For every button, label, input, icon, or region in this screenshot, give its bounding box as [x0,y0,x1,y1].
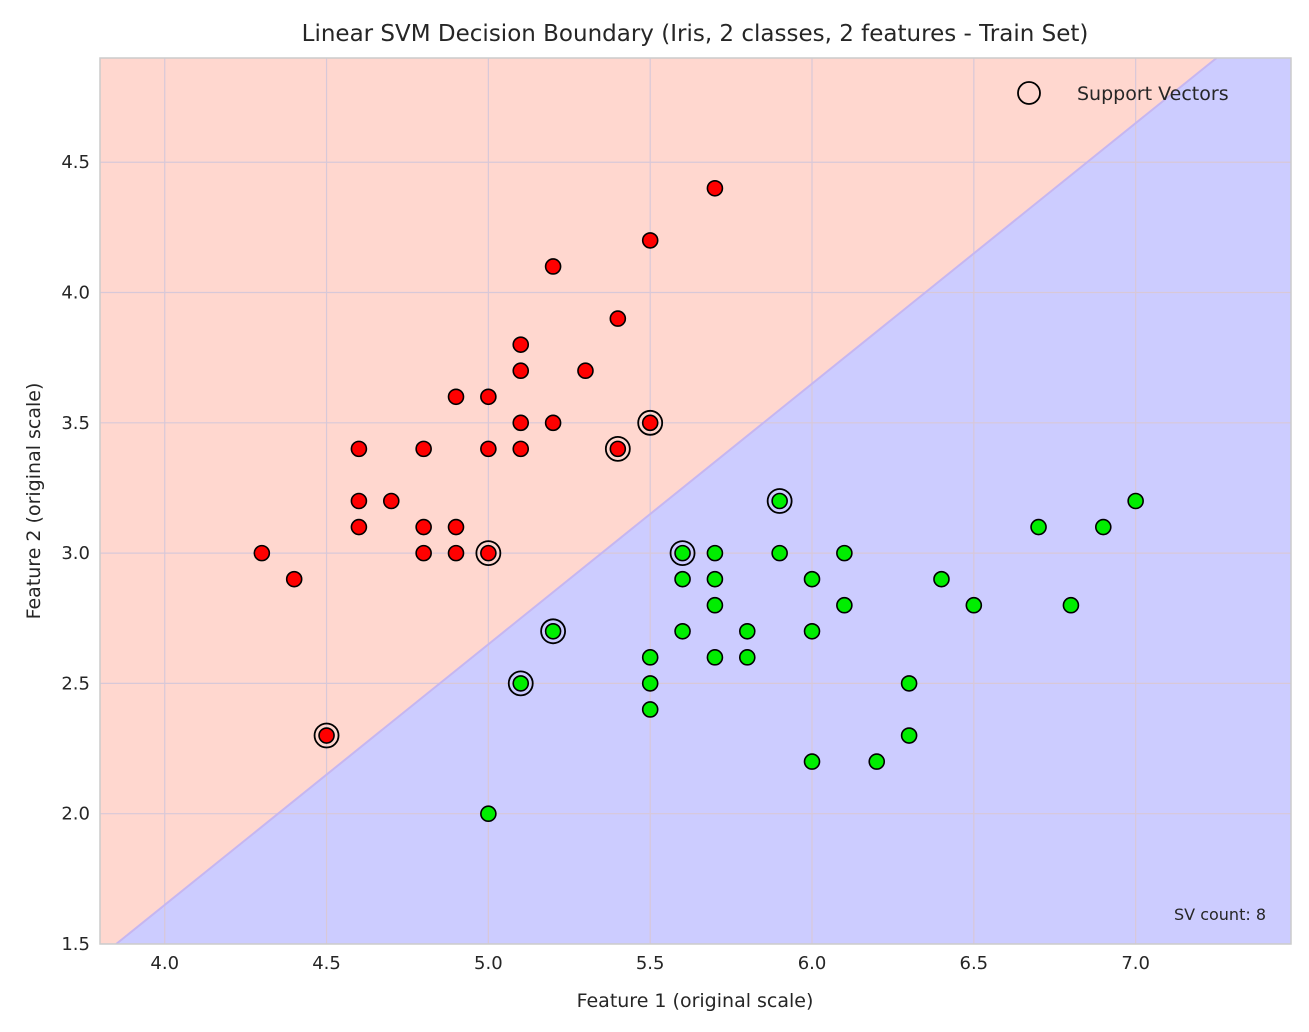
class-0-point [512,440,530,458]
class-1-point [803,753,821,770]
class-1-point [706,544,724,562]
chart-title: Linear SVM Decision Boundary (Iris, 2 cl… [302,21,1089,47]
class-0-point [512,362,530,380]
class-0-point [350,492,368,510]
y-axis-label: Feature 2 (original scale) [23,383,45,620]
class-1-point [674,570,691,588]
class-0-point [318,727,335,744]
x-axis-label: Feature 1 (original scale) [577,990,814,1012]
class-0-point [447,544,465,562]
class-0-point [480,440,497,458]
class-0-point [350,440,368,458]
class-0-point [415,518,432,536]
class-0-point [641,232,659,249]
class-1-point [738,649,756,666]
legend-marker-support-vectors [1017,81,1041,105]
class-1-point [480,805,497,823]
class-0-point [447,388,465,406]
class-0-point [480,388,497,406]
class-1-point [803,570,821,588]
region-class-1 [116,58,1291,944]
class-0-point [415,440,432,458]
class-0-point [512,414,530,432]
class-1-point [868,753,886,770]
class-0-point [415,544,432,562]
x-tick-label: 5.5 [636,953,665,974]
class-1-point [738,622,756,640]
class-1-point [674,622,691,640]
class-1-point [1030,518,1047,536]
support-vector-ring [507,670,534,697]
y-tick-label: 1.5 [61,934,90,955]
class-0-point [609,310,627,327]
y-tick-label: 4.5 [61,152,90,173]
support-vector-ring [669,540,696,567]
class-1-point [641,649,659,666]
class-1-point [706,596,724,614]
support-vector-ring [637,409,664,436]
legend-label-support-vectors: Support Vectors [1077,83,1229,105]
support-vector-ring [604,435,631,462]
x-tick-label: 6.0 [798,953,827,974]
class-1-point [771,492,788,510]
class-1-point [1127,492,1144,510]
sv-count-annotation: SV count: 8 [1174,905,1266,924]
y-tick-label: 2.5 [61,673,90,694]
x-tick-label: 5.0 [474,953,503,974]
support-vector-ring [540,618,566,645]
class-1-point [771,544,788,562]
class-1-point [1062,596,1080,614]
class-0-point [512,336,530,353]
y-tick-label: 3.5 [61,413,90,434]
class-0-point [480,544,497,562]
y-tick-label: 3.0 [61,543,90,564]
x-tick-label: 7.0 [1121,953,1150,974]
class-1-point [803,622,821,640]
x-tick-label: 4.0 [150,953,179,974]
class-1-point [836,544,853,562]
class-0-point [641,414,659,432]
y-tick-label: 2.0 [61,804,90,825]
class-1-point [641,675,659,692]
class-1-point [965,596,983,614]
class-0-point [253,544,271,562]
class-1-point [674,544,691,562]
class-0-point [609,440,627,458]
support-vector-ring [313,722,340,749]
class-0-point [382,492,400,510]
class-1-point [836,596,853,614]
class-1-point [544,622,562,640]
class-0-point [577,362,594,380]
class-1-point [900,675,918,692]
class-0-point [350,518,368,536]
support-vector-ring [766,488,793,514]
class-0-point [447,518,465,536]
class-1-point [512,675,530,692]
class-1-point [1094,518,1112,536]
x-tick-label: 6.5 [960,953,989,974]
class-0-point [544,258,562,275]
x-tick-label: 4.5 [312,953,341,974]
class-1-point [933,570,950,588]
class-0-point [544,414,562,432]
class-1-point [900,727,918,744]
class-0-point [706,179,724,197]
class-0-point [285,570,303,588]
decision-boundary-line [115,58,1218,944]
support-vector-ring [475,540,502,567]
legend: Support Vectors [1017,81,1229,105]
class-1-point [706,649,724,666]
class-1-point [641,701,659,718]
class-1-point [706,570,724,588]
plot-frame [99,57,1292,945]
y-tick-label: 4.0 [61,283,90,304]
